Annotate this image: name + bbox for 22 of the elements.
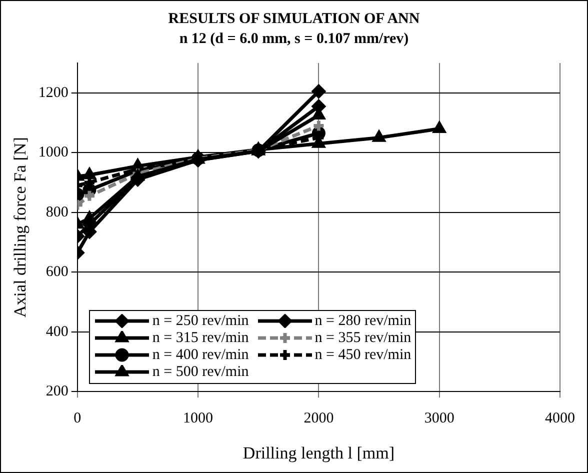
- y-tick-label: 600: [46, 264, 68, 280]
- y-tick-label: 1000: [38, 144, 68, 161]
- chart-subtitle: n 12 (d = 6.0 mm, s = 0.107 mm/rev): [178, 30, 410, 49]
- x-axis-title: Drilling length l [mm]: [242, 443, 394, 462]
- x-tick-label: 3000: [424, 410, 454, 427]
- x-tick-label: 0: [74, 410, 82, 427]
- x-tick-label: 1000: [183, 410, 214, 427]
- legend-label: n = 500 rev/min: [152, 364, 249, 381]
- y-tick-label: 400: [46, 324, 68, 340]
- x-tick-label: 2000: [304, 410, 334, 427]
- legend-label: n = 280 rev/min: [314, 312, 412, 330]
- legend-label: n = 355 rev/min: [314, 330, 412, 347]
- x-tick-label: 4000: [545, 410, 575, 427]
- legend-label: n = 315 rev/min: [152, 330, 249, 347]
- y-tick-label: 200: [46, 384, 68, 400]
- legend-label: n = 450 rev/min: [314, 346, 412, 364]
- legend-label: n = 250 rev/min: [152, 312, 249, 330]
- chart-title: RESULTS OF SIMULATION OF ANN: [167, 10, 421, 29]
- y-tick-label: 1200: [38, 84, 68, 101]
- y-axis-title: Axial drilling force Fa [N]: [10, 137, 30, 318]
- legend-label: n = 400 rev/min: [152, 346, 249, 364]
- y-tick-label: 800: [46, 204, 68, 220]
